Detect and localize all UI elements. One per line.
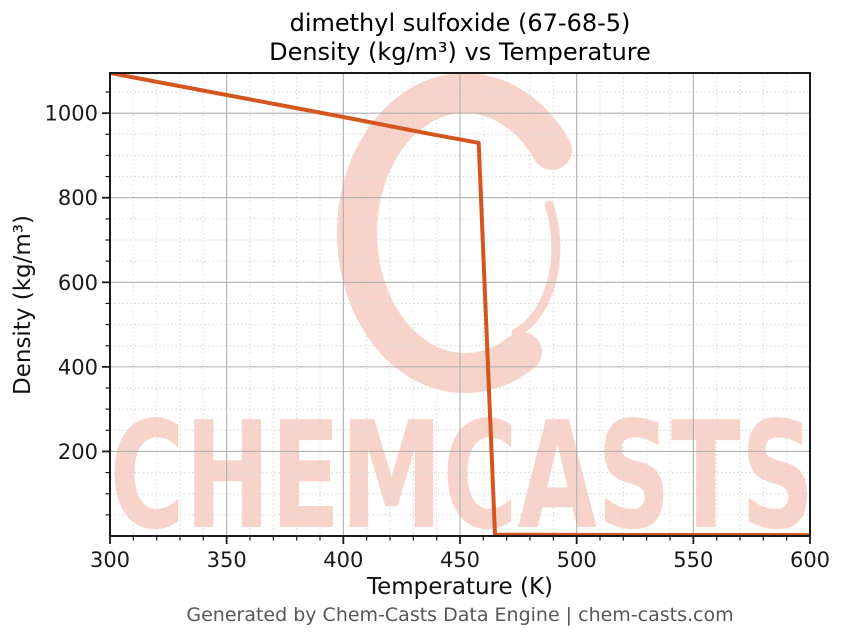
footer-credit: Generated by Chem-Casts Data Engine | ch… xyxy=(186,604,734,626)
x-tick-label: 400 xyxy=(323,548,363,572)
x-tick-label: 450 xyxy=(440,548,480,572)
y-tick-label: 800 xyxy=(58,186,98,210)
chart-title-line2: Density (kg/m³) vs Temperature xyxy=(269,38,651,66)
x-tick-label: 600 xyxy=(790,548,830,572)
watermark-logo-c-arc xyxy=(337,73,572,394)
y-tick-label: 400 xyxy=(58,355,98,379)
chart-title-line1: dimethyl sulfoxide (67-68-5) xyxy=(289,9,631,37)
y-tick-label: 200 xyxy=(58,440,98,464)
watermark-logo-swoosh-right xyxy=(511,200,561,338)
x-tick-label: 300 xyxy=(90,548,130,572)
x-tick-label: 550 xyxy=(673,548,713,572)
density-data-line xyxy=(110,73,810,536)
y-tick-label: 1000 xyxy=(45,102,98,126)
x-tick-label: 350 xyxy=(207,548,247,572)
x-tick-label: 500 xyxy=(557,548,597,572)
chart-title: dimethyl sulfoxide (67-68-5) Density (kg… xyxy=(110,9,810,67)
y-axis-label: Density (kg/m³) xyxy=(10,215,36,395)
y-tick-label: 600 xyxy=(58,271,98,295)
watermark-logo-swoosh-top xyxy=(393,101,533,135)
x-axis-label: Temperature (K) xyxy=(366,574,553,600)
